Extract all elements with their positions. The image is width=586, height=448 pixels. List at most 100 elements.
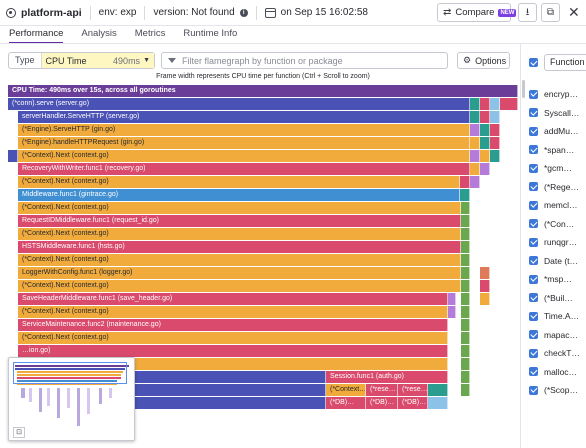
flame-frame[interactable] bbox=[470, 124, 480, 136]
flame-frame[interactable] bbox=[461, 202, 470, 214]
flame-frame[interactable]: Middleware.func1 (gintrace.go) bbox=[18, 189, 460, 201]
flame-frame[interactable] bbox=[480, 280, 490, 292]
flame-frame[interactable] bbox=[480, 150, 490, 162]
flame-frame[interactable]: ServiceMaintenance.func2 (maintenance.go… bbox=[18, 319, 448, 331]
flame-frame[interactable]: (*Context).Next (context.go) bbox=[18, 202, 461, 214]
type-value[interactable]: CPU Time 490ms ▼ bbox=[41, 53, 154, 68]
flame-frame[interactable] bbox=[470, 163, 480, 175]
download-button[interactable]: ⭳ bbox=[518, 3, 537, 22]
flame-frame[interactable] bbox=[480, 98, 490, 110]
flame-frame[interactable] bbox=[461, 384, 470, 396]
checkbox-checked-icon[interactable] bbox=[529, 385, 538, 395]
flame-frame[interactable]: (*Context… bbox=[326, 384, 366, 396]
flame-frame[interactable] bbox=[461, 280, 470, 292]
tab-metrics[interactable]: Metrics bbox=[134, 28, 166, 39]
flame-frame[interactable] bbox=[461, 371, 470, 383]
flame-frame[interactable] bbox=[460, 176, 470, 188]
flame-frame[interactable]: (*DB)… bbox=[366, 397, 398, 409]
flame-frame[interactable] bbox=[500, 98, 518, 110]
flame-frame[interactable] bbox=[480, 267, 490, 279]
flame-frame[interactable]: (*Context).Next (context.go) bbox=[18, 306, 448, 318]
flame-frame[interactable] bbox=[448, 306, 456, 318]
legend-item[interactable]: (*Rege… bbox=[529, 178, 586, 197]
flame-frame[interactable] bbox=[428, 384, 448, 396]
checkbox-checked-icon[interactable] bbox=[529, 293, 538, 303]
flame-frame[interactable]: (*Engine).ServeHTTP (gin.go) bbox=[18, 124, 470, 136]
legend-item[interactable]: (*Buil… bbox=[529, 289, 586, 308]
tab-runtime-info[interactable]: Runtime Info bbox=[183, 28, 238, 39]
flame-frame[interactable]: (*conn).serve (server.go) bbox=[8, 98, 470, 110]
flame-frame[interactable] bbox=[480, 163, 490, 175]
service-selector[interactable]: platform-api bbox=[0, 7, 82, 19]
flame-frame[interactable] bbox=[461, 215, 470, 227]
flamegraph[interactable]: CPU Time: 490ms over 15s, across all gor… bbox=[8, 85, 518, 448]
flame-frame[interactable]: Session.func1 (auth.go) bbox=[326, 371, 448, 383]
flame-frame[interactable] bbox=[470, 176, 480, 188]
flame-frame[interactable] bbox=[470, 150, 480, 162]
checkbox-checked-icon[interactable] bbox=[529, 219, 538, 229]
flame-frame[interactable]: (*DB)… bbox=[398, 397, 428, 409]
legend-item[interactable]: Time.A… bbox=[529, 307, 586, 326]
type-select[interactable]: Type CPU Time 490ms ▼ bbox=[8, 52, 155, 69]
legend-item[interactable]: runqgr… bbox=[529, 233, 586, 252]
legend-item[interactable]: *msp… bbox=[529, 270, 586, 289]
legend-item[interactable]: *span… bbox=[529, 141, 586, 160]
flame-frame[interactable] bbox=[461, 306, 470, 318]
flame-frame[interactable]: (*Context).Next (context.go) bbox=[18, 332, 448, 344]
checkbox-checked-icon[interactable] bbox=[529, 367, 538, 377]
flame-frame[interactable]: (*Context).Next (context.go) bbox=[18, 176, 460, 188]
scrollbar[interactable] bbox=[522, 80, 525, 98]
compare-button[interactable]: ⇄ Compare NEW bbox=[437, 3, 517, 22]
flame-frame[interactable] bbox=[448, 293, 456, 305]
flame-frame[interactable]: (*Context).Next (context.go) bbox=[18, 280, 461, 292]
flame-frame[interactable] bbox=[470, 111, 480, 123]
flame-frame[interactable] bbox=[461, 293, 470, 305]
flame-frame[interactable]: (*Context).Next (context.go) bbox=[18, 150, 470, 162]
flame-frame[interactable]: RecoveryWithWriter.func1 (recovery.go) bbox=[18, 163, 470, 175]
flame-frame[interactable] bbox=[480, 293, 490, 305]
flame-frame[interactable]: …ion.go) bbox=[18, 345, 448, 357]
flame-frame[interactable] bbox=[428, 397, 448, 409]
flame-frame[interactable]: (*DB)… bbox=[326, 397, 366, 409]
checkbox-checked-icon[interactable] bbox=[529, 330, 538, 340]
flamegraph-minimap[interactable]: ⊡ bbox=[8, 357, 135, 441]
checkbox-checked-icon[interactable] bbox=[529, 145, 538, 155]
flame-frame[interactable] bbox=[490, 124, 500, 136]
legend-header[interactable]: Function bbox=[529, 54, 586, 71]
legend-item[interactable]: Date (t… bbox=[529, 252, 586, 271]
flame-frame[interactable] bbox=[461, 228, 470, 240]
flame-frame[interactable] bbox=[461, 241, 470, 253]
flame-frame[interactable] bbox=[461, 254, 470, 266]
flame-frame[interactable] bbox=[460, 189, 470, 201]
info-icon[interactable]: i bbox=[239, 8, 248, 17]
flame-frame[interactable]: (*rese… bbox=[398, 384, 428, 396]
group-by-select[interactable]: Function bbox=[544, 54, 586, 71]
version-tag[interactable]: version: Not found i bbox=[153, 7, 248, 18]
flame-frame[interactable] bbox=[470, 137, 480, 149]
legend-item[interactable]: (*Con… bbox=[529, 215, 586, 234]
checkbox-checked-icon[interactable] bbox=[529, 311, 538, 321]
flame-frame[interactable]: HSTSMiddleware.func1 (hsts.go) bbox=[18, 241, 461, 253]
flame-frame[interactable] bbox=[490, 98, 500, 110]
legend-item[interactable]: (*Scop… bbox=[529, 381, 586, 400]
flame-frame[interactable] bbox=[490, 137, 500, 149]
close-icon[interactable]: ✕ bbox=[568, 4, 580, 20]
open-external-button[interactable]: ⧉ bbox=[541, 3, 560, 22]
flame-frame[interactable]: (*Context).Next (context.go) bbox=[18, 228, 461, 240]
flame-frame[interactable] bbox=[461, 332, 470, 344]
checkbox-checked-icon[interactable] bbox=[529, 348, 538, 358]
flame-frame[interactable] bbox=[461, 358, 470, 370]
checkbox-checked-icon[interactable] bbox=[529, 182, 538, 192]
legend-item[interactable]: memcl… bbox=[529, 196, 586, 215]
expand-icon[interactable]: ⊡ bbox=[13, 427, 25, 438]
flame-frame[interactable]: (*Engine).handleHTTPRequest (gin.go) bbox=[18, 137, 470, 149]
checkbox-checked-icon[interactable] bbox=[529, 89, 538, 99]
legend-item[interactable]: mapac… bbox=[529, 326, 586, 345]
minimap-viewport[interactable] bbox=[13, 362, 127, 384]
legend-item[interactable]: malloc… bbox=[529, 363, 586, 382]
env-tag[interactable]: env: exp bbox=[98, 7, 137, 18]
legend-item[interactable]: Syscall… bbox=[529, 104, 586, 123]
flame-frame[interactable]: (*rese… bbox=[366, 384, 398, 396]
checkbox-checked-icon[interactable] bbox=[529, 200, 538, 210]
tab-performance[interactable]: Performance bbox=[0, 28, 72, 44]
